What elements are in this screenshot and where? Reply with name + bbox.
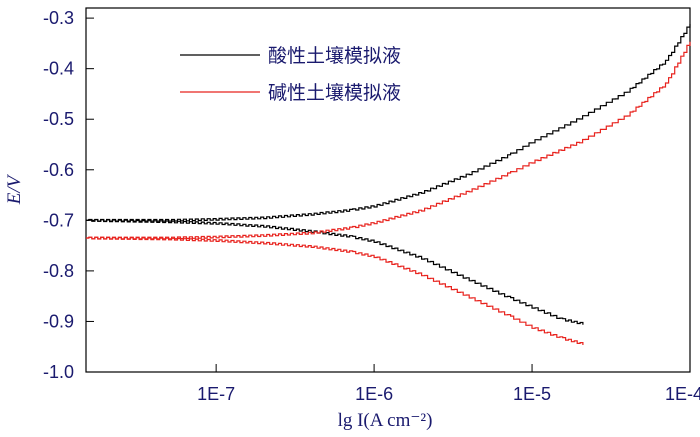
series-acidic-cathodic-line [86, 219, 584, 325]
legend-label-alkaline: 碱性土壤模拟液 [268, 82, 401, 104]
legend: 酸性土壤模拟液 碱性土壤模拟液 [180, 45, 401, 104]
axis-ticks: -0.3 -0.4 -0.5 -0.6 -0.7 -0.8 -0.9 -1.0 1E-7 1E-6… [43, 8, 700, 404]
y-tick-label: -1.0 [43, 362, 74, 382]
x-tick-label: 1E-5 [513, 384, 551, 404]
y-tick-label: -0.7 [43, 210, 74, 230]
y-tick-label: -0.6 [43, 160, 74, 180]
y-tick-label: -0.5 [43, 109, 74, 129]
x-tick-label: 1E-4 [665, 384, 700, 404]
plot-frame [85, 7, 691, 373]
y-tick-label: -0.9 [43, 311, 74, 331]
legend-label-acidic: 酸性土壤模拟液 [268, 45, 401, 67]
y-tick-label: -0.8 [43, 261, 74, 281]
series-alkaline-cathodic-line [86, 236, 584, 345]
x-tick-label: 1E-6 [355, 384, 393, 404]
series-alkaline-anodic-line [86, 41, 691, 240]
series-layer [86, 24, 691, 345]
x-tick-label: 1E-7 [197, 384, 235, 404]
x-axis-title: lg I(A cm⁻²) [338, 410, 433, 431]
y-tick-label: -0.4 [43, 59, 74, 79]
series-acidic-anodic-line [86, 24, 691, 222]
y-tick-label: -0.3 [43, 8, 74, 28]
y-axis-title: E/V [4, 173, 25, 205]
